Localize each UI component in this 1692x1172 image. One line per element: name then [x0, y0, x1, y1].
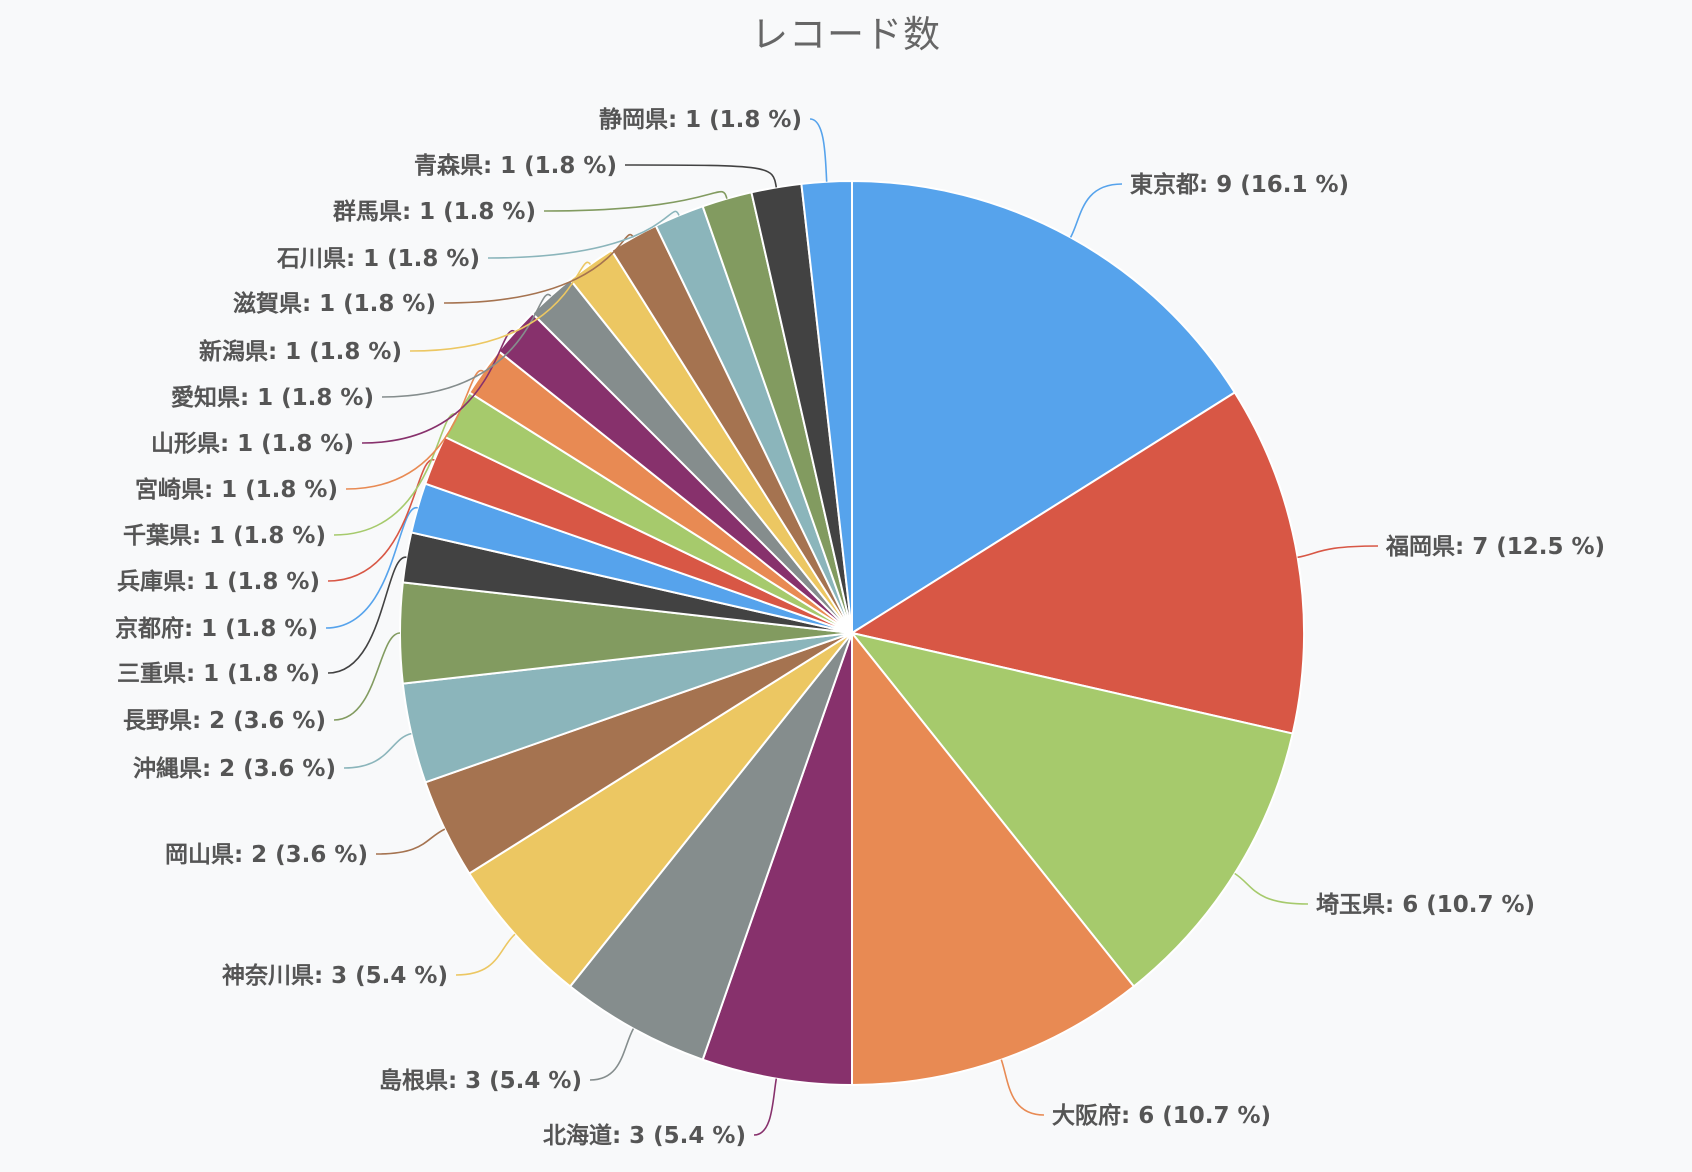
data-label: 長野県: 2 (3.6 %) — [123, 708, 326, 734]
pie-slice — [701, 632, 853, 1086]
data-label: 静岡県: 1 (1.8 %) — [599, 106, 802, 133]
leader-line — [345, 369, 484, 490]
data-label: 神奈川県: 3 (5.4 %) — [222, 962, 448, 989]
data-label: 三重県: 1 (1.8 %) — [117, 661, 320, 687]
pie-slice — [569, 632, 853, 1061]
data-label: 石川県: 1 (1.8 %) — [276, 246, 480, 272]
data-label: 福岡県: 7 (12.5 %) — [1385, 534, 1605, 560]
leader-line — [1297, 545, 1379, 559]
leader-line — [327, 556, 407, 674]
data-label: 兵庫県: 1 (1.8 %) — [117, 568, 320, 595]
data-label: 島根県: 3 (5.4 %) — [379, 1067, 582, 1094]
data-label: 沖縄県: 2 (3.6 %) — [133, 756, 336, 782]
leader-line — [1234, 872, 1309, 905]
data-label: 埼玉県: 6 (10.7 %) — [1316, 892, 1535, 918]
data-label: 千葉県: 1 (1.8 %) — [123, 523, 326, 549]
chart-title: レコード数 — [751, 13, 941, 56]
leader-line — [443, 233, 635, 304]
data-labels: 東京都: 9 (16.1 %) 福岡県: 7 (12.5 %) 埼玉県: 6 (10… — [115, 106, 1605, 1149]
leader-line — [343, 732, 412, 769]
data-label: 青森県: 1 (1.8 %) — [414, 152, 617, 179]
leader-line — [624, 164, 778, 188]
leader-line — [333, 413, 457, 536]
leader-line — [381, 293, 552, 398]
label-leader-lines — [325, 118, 1379, 1136]
data-label: 京都府: 1 (1.8 %) — [115, 615, 318, 642]
data-label: 新潟県: 1 (1.8 %) — [199, 338, 402, 365]
data-label: 愛知県: 1 (1.8 %) — [171, 384, 374, 411]
leader-line — [325, 507, 418, 629]
pie-slice — [851, 391, 1306, 735]
leader-line — [487, 210, 680, 259]
leader-line — [1000, 1059, 1045, 1116]
leader-line — [375, 828, 446, 855]
data-label: 大阪府: 6 (10.7 %) — [1052, 1102, 1271, 1129]
data-label: 北海道: 3 (5.4 %) — [543, 1122, 746, 1149]
leader-line — [327, 459, 435, 582]
leader-line — [543, 190, 728, 212]
leader-line — [809, 118, 828, 182]
pie-slices — [398, 180, 1306, 1086]
pie-slice — [800, 180, 853, 634]
leader-line — [589, 1028, 635, 1081]
data-label: 山形県: 1 (1.8 %) — [151, 431, 354, 457]
leader-line — [1069, 183, 1123, 238]
data-label: 東京都: 9 (16.1 %) — [1130, 171, 1349, 198]
data-label: 宮崎県: 1 (1.8 %) — [135, 476, 338, 503]
pie-slice — [468, 632, 853, 988]
leader-line — [455, 933, 516, 976]
data-label: 岡山県: 2 (3.6 %) — [165, 842, 368, 868]
leader-line — [409, 261, 592, 352]
data-label: 群馬県: 1 (1.8 %) — [332, 198, 536, 225]
leader-line — [333, 632, 401, 721]
leader-line — [753, 1078, 778, 1136]
leader-line — [361, 329, 516, 444]
data-label: 滋賀県: 1 (1.8 %) — [233, 290, 436, 317]
